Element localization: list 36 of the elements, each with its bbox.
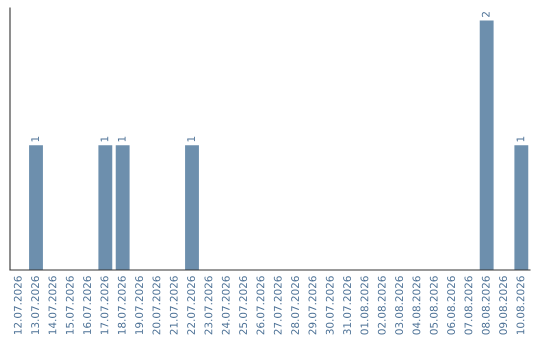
x-tick-label: 19.07.2026	[135, 276, 144, 334]
x-tick-label: 28.07.2026	[291, 276, 300, 334]
x-tick-label: 30.07.2026	[326, 276, 334, 334]
x-tick-label: 20.07.2026	[152, 276, 160, 334]
x-tick-label: 18.07.2026	[118, 276, 126, 334]
x-tick-label: 21.07.2026	[170, 276, 178, 334]
x-tick-label: 16.07.2026	[83, 276, 92, 334]
x-tick-label: 02.08.2026	[378, 276, 386, 335]
x-tick-label: 17.07.2026	[100, 276, 108, 334]
x-tick-label: 04.08.2026	[412, 276, 420, 335]
x-tick-label: 29.07.2026	[308, 276, 316, 334]
data-label: 1	[516, 136, 524, 142]
x-tick-label: 14.07.2026	[48, 276, 56, 334]
data-label: 1	[187, 136, 195, 142]
x-tick-label: 27.07.2026	[274, 276, 282, 334]
x-tick-label: 31.07.2026	[343, 276, 352, 334]
x-tick-label: 09.08.2026	[499, 276, 508, 335]
x-tick-label: 08.08.2026	[482, 276, 490, 335]
x-tick-label: 25.07.2026	[239, 276, 248, 334]
x-tick-label: 10.08.2026	[516, 276, 524, 334]
data-label: 2	[482, 12, 490, 17]
x-tick-label: 26.07.2026	[256, 276, 264, 334]
x-tick-label: 13.07.2026	[31, 276, 40, 334]
x-tick-label: 23.07.2026	[204, 276, 212, 334]
x-tick-label: 06.08.2026	[447, 276, 456, 335]
x-tick-label: 05.08.2026	[430, 276, 438, 335]
data-label: 1	[31, 136, 39, 142]
x-tick-label: 03.08.2026	[395, 276, 404, 335]
x-tick-label: 01.08.2026	[360, 276, 368, 335]
x-tick-label: 15.07.2026	[66, 276, 74, 334]
data-label: 1	[100, 136, 108, 142]
x-tick-label: 07.08.2026	[464, 276, 472, 335]
x-tick-label: 12.07.2026	[14, 276, 22, 334]
x-tick-label: 24.07.2026	[222, 276, 230, 334]
x-tick-label: 22.07.2026	[187, 276, 196, 334]
data-label: 1	[118, 136, 126, 142]
